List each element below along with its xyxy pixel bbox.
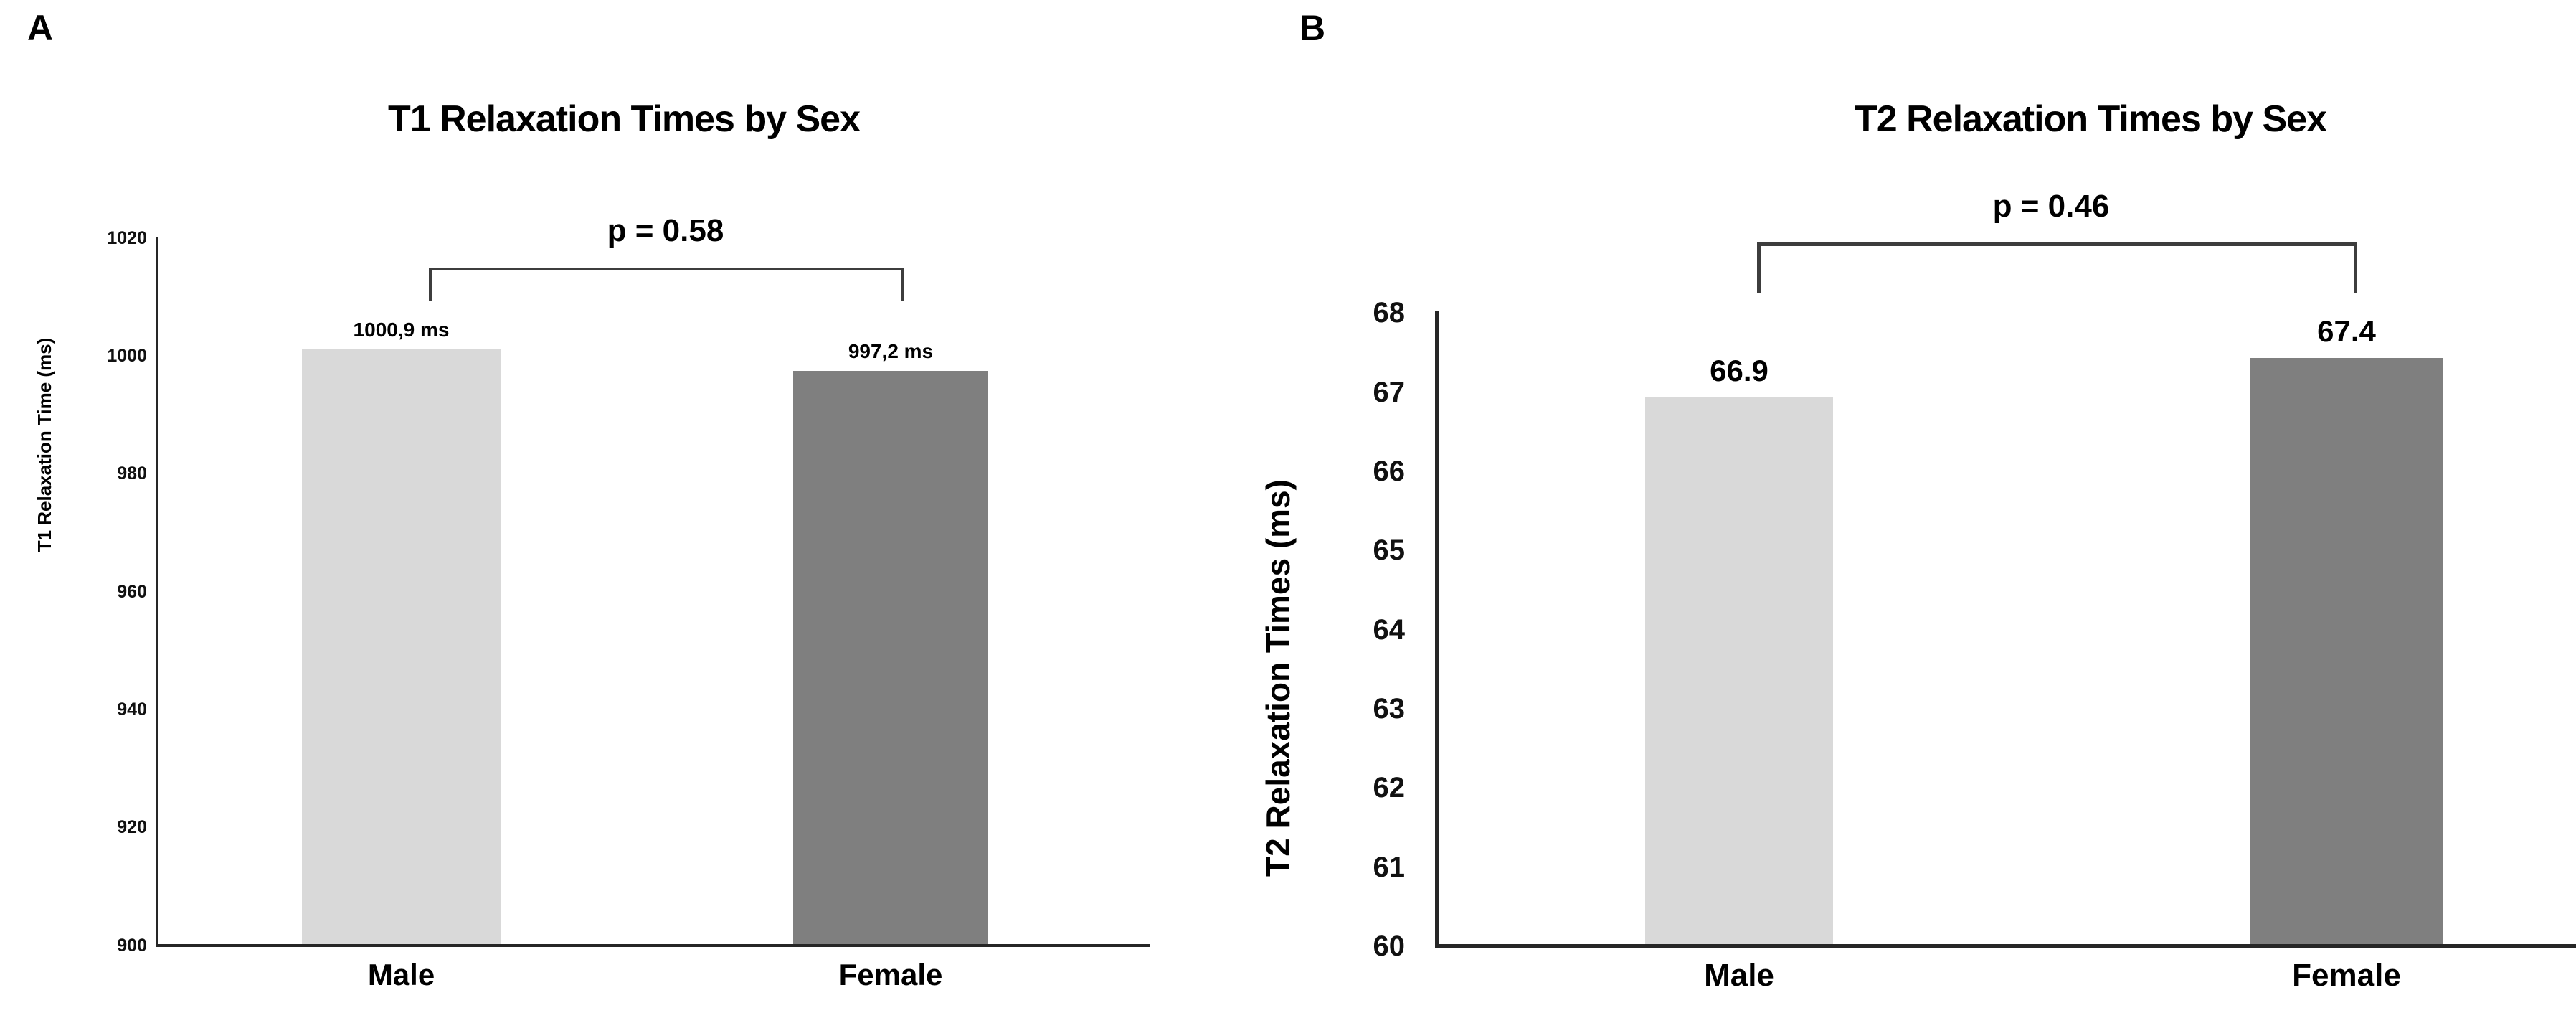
y-tick-label: 1000 (107, 345, 147, 366)
panel-b-p-value: p = 0.46 (1992, 189, 2110, 224)
y-tick-label: 960 (117, 581, 147, 602)
panel-a-title: T1 Relaxation Times by Sex (388, 98, 861, 140)
x-axis-line (1435, 944, 2576, 948)
value-label-female: 67.4 (2317, 314, 2376, 349)
panel-a: A T1 Relaxation Times by Sex p = 0.58 T1… (27, 8, 861, 552)
y-tick-label: 900 (117, 935, 147, 956)
x-axis-line (156, 944, 1150, 947)
panel-a-p-value: p = 0.58 (607, 213, 724, 248)
y-tick-label: 65 (1373, 534, 1406, 567)
significance-bracket-right-tick (901, 268, 904, 301)
y-tick-label: 62 (1373, 772, 1406, 804)
significance-bracket-left-tick (429, 268, 432, 301)
y-tick-label: 1020 (107, 227, 147, 248)
bar-male (1645, 397, 1833, 944)
bar-female (793, 371, 988, 944)
x-category-label-male: Male (1704, 958, 1774, 993)
bar-male (302, 349, 501, 944)
significance-bracket-horizontal (1757, 242, 2357, 246)
y-tick-label: 920 (117, 817, 147, 838)
bar-female (2250, 358, 2443, 944)
panel-b-letter: B (1299, 8, 1326, 48)
y-tick-label: 980 (117, 463, 147, 484)
y-tick-label: 68 (1373, 297, 1406, 329)
significance-bracket-right-tick (2354, 242, 2357, 293)
value-label-female: 997,2 ms (848, 340, 934, 363)
y-tick-label: 60 (1373, 930, 1406, 963)
y-tick-label: 61 (1373, 851, 1406, 883)
x-category-label-female: Female (838, 958, 943, 991)
panel-b: B T2 Relaxation Times by Sex p = 0.46 T2… (1259, 0, 2576, 1018)
y-tick-label: 66 (1373, 455, 1406, 487)
y-axis-line (156, 237, 158, 947)
y-axis-line (1435, 311, 1439, 948)
significance-bracket-left-tick (1757, 242, 1761, 293)
panel-a-letter: A (27, 8, 54, 48)
x-category-label-female: Female (2292, 958, 2401, 993)
y-tick-label: 67 (1373, 376, 1406, 408)
significance-bracket-horizontal (429, 268, 904, 270)
y-tick-label: 940 (117, 699, 147, 720)
panel-b-title: T2 Relaxation Times by Sex (1855, 98, 2327, 140)
panel-a-y-axis-title: T1 Relaxation Time (ms) (34, 337, 55, 552)
value-label-male: 66.9 (1710, 354, 1768, 388)
x-category-label-male: Male (367, 958, 435, 991)
value-label-male: 1000,9 ms (353, 318, 450, 341)
y-tick-label: 64 (1373, 613, 1406, 646)
y-tick-label: 63 (1373, 693, 1406, 725)
